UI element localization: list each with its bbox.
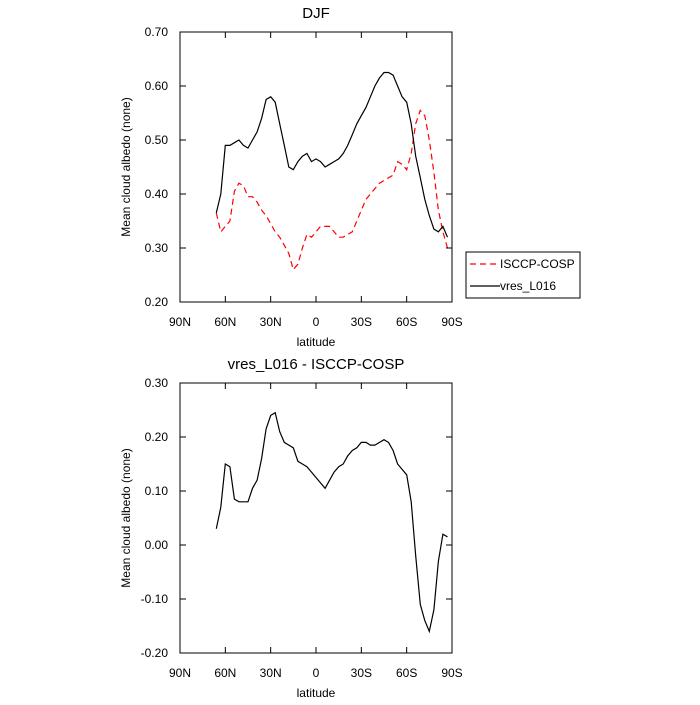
x-tick-label: 0 bbox=[313, 315, 320, 329]
plot-frame bbox=[179, 31, 453, 303]
y-axis-label: Mean cloud albedo (none) bbox=[119, 97, 133, 236]
y-tick-label: 0.10 bbox=[145, 484, 169, 498]
x-axis-label: latitude bbox=[297, 686, 336, 700]
y-tick-label: 0.00 bbox=[145, 538, 169, 552]
x-tick-label: 0 bbox=[313, 666, 320, 680]
x-tick-label: 30N bbox=[260, 315, 282, 329]
y-axis-label: Mean cloud albedo (none) bbox=[119, 448, 133, 587]
x-tick-label: 30S bbox=[351, 666, 372, 680]
data-line bbox=[215, 411, 448, 634]
y-tick-label: 0.40 bbox=[145, 187, 169, 201]
x-axis-label: latitude bbox=[297, 335, 336, 349]
x-tick-label: 90S bbox=[441, 666, 462, 680]
x-tick-label: 90N bbox=[169, 666, 191, 680]
x-tick-label: 90S bbox=[441, 315, 462, 329]
x-tick-label: 60N bbox=[214, 666, 236, 680]
x-tick-label: 90N bbox=[169, 315, 191, 329]
x-tick-label: 60S bbox=[396, 666, 417, 680]
y-tick-label: 0.70 bbox=[145, 25, 169, 39]
chart-title: DJF bbox=[302, 5, 330, 22]
y-tick-label: 0.50 bbox=[145, 133, 169, 147]
plot-frame bbox=[179, 382, 453, 654]
x-tick-label: 60S bbox=[396, 315, 417, 329]
y-tick-label: 0.60 bbox=[145, 79, 169, 93]
x-tick-label: 60N bbox=[214, 315, 236, 329]
x-tick-label: 30S bbox=[351, 315, 372, 329]
y-tick-label: 0.20 bbox=[145, 430, 169, 444]
y-tick-label: 0.30 bbox=[145, 376, 169, 390]
x-tick-label: 30N bbox=[260, 666, 282, 680]
y-tick-label: -0.10 bbox=[141, 592, 169, 606]
chart-title: vres_L016 - ISCCP-COSP bbox=[228, 356, 405, 373]
data-line bbox=[215, 109, 449, 271]
legend-label: vres_L016 bbox=[500, 279, 556, 293]
legend-box bbox=[465, 251, 581, 299]
y-tick-label: -0.20 bbox=[141, 646, 169, 660]
legend-label: ISCCP-COSP bbox=[500, 257, 575, 271]
y-tick-label: 0.30 bbox=[145, 241, 169, 255]
y-tick-label: 0.20 bbox=[145, 295, 169, 309]
data-line bbox=[215, 71, 449, 238]
